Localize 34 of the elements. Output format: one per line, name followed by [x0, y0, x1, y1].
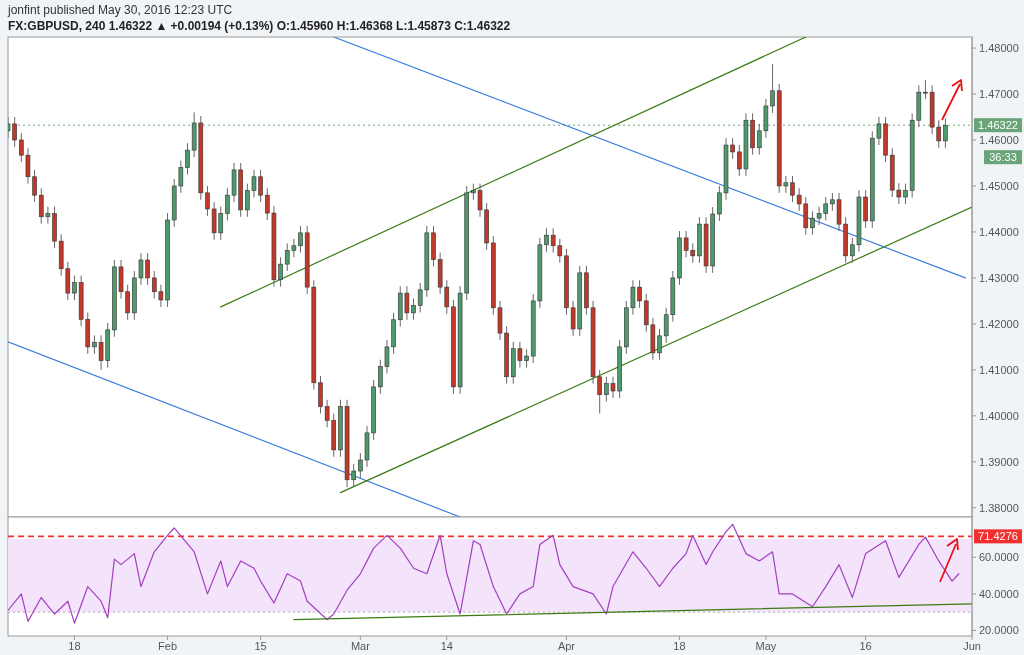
ref-line-label: 71.4276 [978, 530, 1018, 543]
y-tick-label: 1.40000 [979, 409, 1019, 422]
y-tick-label: 1.48000 [979, 41, 1019, 54]
x-tick-label: 14 [440, 640, 453, 652]
text: 36:33 [989, 151, 1017, 164]
y-tick-label: 1.46000 [979, 133, 1019, 146]
candlestick [12, 116, 17, 148]
y-tick-label: 1.42000 [979, 317, 1019, 330]
x-tick-label: 18 [68, 640, 81, 652]
y-tick-label: 1.39000 [979, 455, 1019, 468]
line-series [8, 523, 960, 624]
candlestick [185, 142, 190, 175]
x-tick-label: Feb [158, 640, 178, 652]
chart-title: FX:GBPUSD, 240 1.46322 ▲ +0.00194 (+0.13%) O:1.45960 H:1.46368 L:1.45873 C:1.46322 [8, 19, 511, 33]
x-tick-label: May [755, 640, 777, 652]
x-tick-label: 18 [673, 640, 686, 652]
x-tick-label: Apr [557, 640, 576, 652]
y-tick-label: 1.47000 [979, 87, 1019, 100]
x-tick-label: 15 [254, 640, 267, 652]
ref-line-label: 1.46322 [978, 119, 1018, 132]
x-tick-label: 16 [859, 640, 872, 652]
y-tick-label: 1.45000 [979, 179, 1019, 192]
y-tick-label: 60.0000 [979, 551, 1019, 564]
y-tick-label: 40.0000 [979, 587, 1019, 600]
y-tick-label: 1.43000 [979, 271, 1019, 284]
y-tick-label: 1.41000 [979, 363, 1019, 376]
chart-subtitle: jonfint published May 30, 2016 12:23 UTC [7, 3, 233, 17]
x-tick-label: Jun [963, 640, 981, 652]
y-tick-label: 1.38000 [979, 501, 1019, 514]
candlestick [790, 175, 795, 203]
x-tick-label: Mar [350, 640, 371, 652]
y-tick-label: 1.44000 [979, 225, 1019, 238]
candlestick [943, 117, 948, 149]
y-tick-label: 20.0000 [979, 624, 1019, 637]
